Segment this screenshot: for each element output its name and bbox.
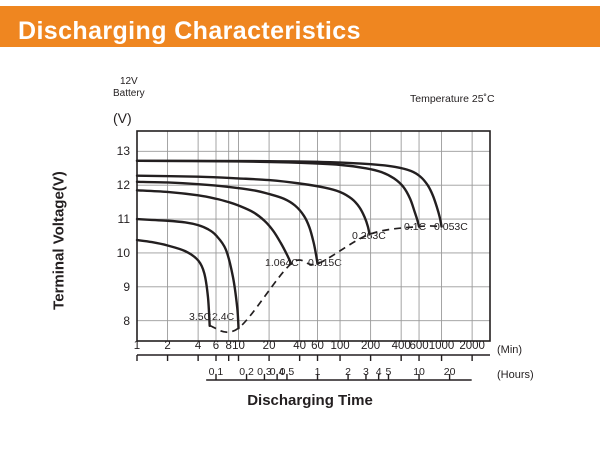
curve-label-3.5C: 3.5C xyxy=(189,311,212,323)
x-tick-min-8: 8 xyxy=(225,340,232,352)
discharge-curves xyxy=(135,159,443,330)
curve-3.5C xyxy=(135,238,211,327)
x-tick-min-2000: 2000 xyxy=(459,340,485,352)
x-tick-min-600: 600 xyxy=(409,340,429,352)
x-tick-hour-4: 4 xyxy=(375,366,382,378)
endpoint-envelope xyxy=(209,225,442,334)
grid-lines xyxy=(136,131,490,341)
x-axis-title: Discharging Time xyxy=(247,392,373,409)
voltage-unit-label: (V) xyxy=(113,110,132,126)
x-tick-hour-2: 2 xyxy=(345,366,351,378)
y-tick-12: 12 xyxy=(116,178,130,193)
y-tick-10: 10 xyxy=(116,245,130,260)
x-tick-min-100: 100 xyxy=(330,340,350,352)
x-tick-min-200: 200 xyxy=(361,340,381,352)
curve-0.263C xyxy=(135,174,371,236)
curve-label-0.053C: 0.053C xyxy=(434,221,468,233)
x-tick-hour-0.4: 0.4 xyxy=(269,366,285,378)
x-tick-hour-0.5: 0.5 xyxy=(279,366,295,378)
x-tick-hour-0.2: 0.2 xyxy=(239,366,254,378)
x-tick-hour-1: 1 xyxy=(314,366,321,378)
x-tick-min-1: 1 xyxy=(133,340,141,352)
battery-type-text: Battery xyxy=(113,88,145,99)
x-tick-min-6: 6 xyxy=(212,340,220,352)
y-tick-9: 9 xyxy=(123,279,130,294)
x-tick-min-60: 60 xyxy=(311,340,324,352)
x-tick-min-1000: 1000 xyxy=(428,340,455,352)
curve-0.615C xyxy=(135,180,319,265)
y-tick-11: 11 xyxy=(117,212,130,227)
x-tick-hour-3: 3 xyxy=(363,366,369,378)
y-tick-8: 8 xyxy=(123,313,130,328)
curve-0.053C xyxy=(135,159,443,228)
curve-label-0.1C: 0.1C xyxy=(404,221,427,233)
page-title: Discharging Characteristics xyxy=(18,17,361,45)
curve-1.064C xyxy=(135,189,293,265)
x-tick-min-40: 40 xyxy=(293,340,307,352)
x-tick-hour-20: 20 xyxy=(443,366,456,378)
x-tick-min-10: 10 xyxy=(232,340,245,352)
x-tick-min-400: 400 xyxy=(391,340,411,352)
header-bar: Discharging Characteristics xyxy=(0,6,600,47)
hours-unit-label: (Hours) xyxy=(497,369,534,381)
curve-2.4C xyxy=(135,217,240,330)
x-tick-hour-0.1: 0.1 xyxy=(208,366,224,378)
temperature-label: Temperature 25˚C xyxy=(410,93,495,105)
axis-rules xyxy=(136,354,490,381)
battery-voltage-text: 12V xyxy=(119,76,138,87)
x-tick-hour-10: 10 xyxy=(413,366,425,378)
y-tick-13: 13 xyxy=(116,144,130,159)
x-tick-hour-5: 5 xyxy=(385,366,392,378)
minutes-unit-label: (Min) xyxy=(497,344,523,356)
x-tick-min-2: 2 xyxy=(164,340,171,352)
x-tick-hour-0.3: 0.3 xyxy=(257,366,272,378)
battery-label: 12V Battery xyxy=(113,76,145,100)
x-tick-min-4: 4 xyxy=(194,340,202,352)
x-tick-min-20: 20 xyxy=(262,340,276,352)
